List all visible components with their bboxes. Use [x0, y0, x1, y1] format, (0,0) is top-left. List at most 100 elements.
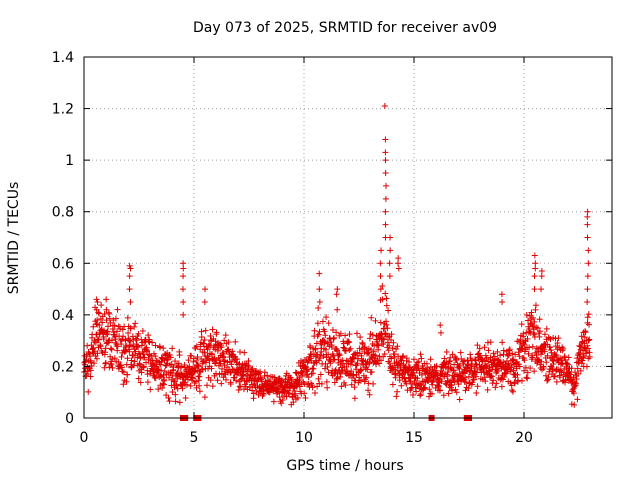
data-point — [212, 359, 219, 366]
data-point — [92, 339, 99, 346]
data-point — [554, 340, 561, 347]
data-point — [94, 317, 101, 324]
data-point — [88, 359, 95, 366]
data-point — [521, 341, 528, 348]
data-point — [124, 355, 131, 362]
data-point — [136, 360, 143, 367]
data-point — [93, 306, 100, 313]
data-point — [202, 327, 209, 334]
data-point — [235, 386, 242, 393]
data-point — [232, 338, 239, 345]
data-point — [229, 348, 236, 355]
data-point — [376, 360, 383, 367]
data-point — [403, 355, 410, 362]
data-point — [510, 388, 516, 395]
data-point — [339, 360, 346, 367]
data-point — [366, 359, 373, 366]
data-point — [144, 379, 151, 386]
data-point — [126, 348, 133, 355]
data-point — [440, 392, 447, 399]
data-point — [353, 330, 360, 337]
data-point — [317, 371, 324, 378]
data-point — [494, 348, 501, 355]
data-point — [438, 378, 445, 385]
data-point — [398, 357, 405, 364]
data-point — [557, 367, 564, 374]
data-point — [149, 339, 156, 346]
data-point — [372, 361, 379, 368]
data-point — [531, 368, 538, 375]
data-point — [385, 347, 392, 354]
data-point — [134, 354, 141, 361]
data-point — [544, 377, 551, 384]
data-point — [476, 345, 483, 352]
data-point — [316, 270, 323, 277]
data-point — [584, 234, 591, 241]
data-point — [417, 391, 424, 398]
data-point — [488, 373, 495, 380]
data-point — [97, 343, 104, 350]
data-point — [132, 320, 139, 327]
data-point — [575, 358, 582, 365]
data-point — [312, 389, 318, 396]
data-point — [378, 247, 385, 254]
data-point — [382, 157, 389, 164]
data-point — [98, 302, 105, 309]
data-point — [271, 374, 278, 381]
data-point — [399, 353, 406, 360]
data-point — [529, 354, 536, 361]
data-point — [124, 314, 131, 321]
data-point — [425, 375, 432, 382]
data-point — [198, 328, 205, 335]
data-point — [499, 339, 506, 346]
data-point — [584, 208, 591, 215]
data-point — [413, 388, 420, 395]
data-point — [576, 350, 583, 357]
data-point — [525, 317, 532, 324]
data-point — [383, 302, 390, 309]
data-point — [417, 382, 424, 389]
data-point — [417, 392, 424, 399]
data-point — [197, 339, 204, 346]
data-point — [437, 329, 444, 336]
data-point — [339, 367, 346, 374]
data-point — [540, 365, 547, 372]
data-point — [96, 310, 103, 317]
data-point — [364, 366, 371, 373]
data-point — [549, 367, 556, 374]
data-point — [264, 372, 271, 379]
data-point — [95, 336, 102, 343]
data-point — [204, 346, 211, 353]
data-point — [584, 213, 591, 220]
data-point — [159, 385, 166, 392]
data-point — [383, 321, 390, 328]
data-point — [107, 319, 114, 326]
data-point — [102, 359, 109, 366]
data-point — [219, 365, 226, 372]
y-axis-label: SRMTID / TECUs — [6, 182, 22, 295]
x-tick-label: 10 — [295, 430, 313, 446]
data-point — [391, 354, 398, 361]
data-point — [389, 345, 396, 352]
data-point — [220, 354, 227, 361]
data-point — [443, 348, 450, 355]
data-point — [363, 374, 370, 381]
data-point — [531, 286, 538, 293]
data-point — [381, 102, 388, 109]
data-point — [578, 360, 585, 367]
data-point — [225, 339, 232, 346]
y-tick-label: 0.8 — [52, 205, 74, 221]
data-point — [140, 363, 147, 370]
data-point — [120, 369, 127, 376]
data-point — [93, 355, 100, 362]
data-point — [329, 326, 336, 333]
data-point — [342, 382, 349, 389]
data-point — [305, 374, 312, 381]
data-point — [310, 365, 317, 372]
y-tick-label: 0 — [65, 411, 74, 427]
data-point — [351, 395, 358, 402]
data-point — [159, 380, 166, 387]
data-point — [499, 298, 506, 305]
data-point — [276, 393, 283, 400]
data-point — [384, 325, 391, 332]
